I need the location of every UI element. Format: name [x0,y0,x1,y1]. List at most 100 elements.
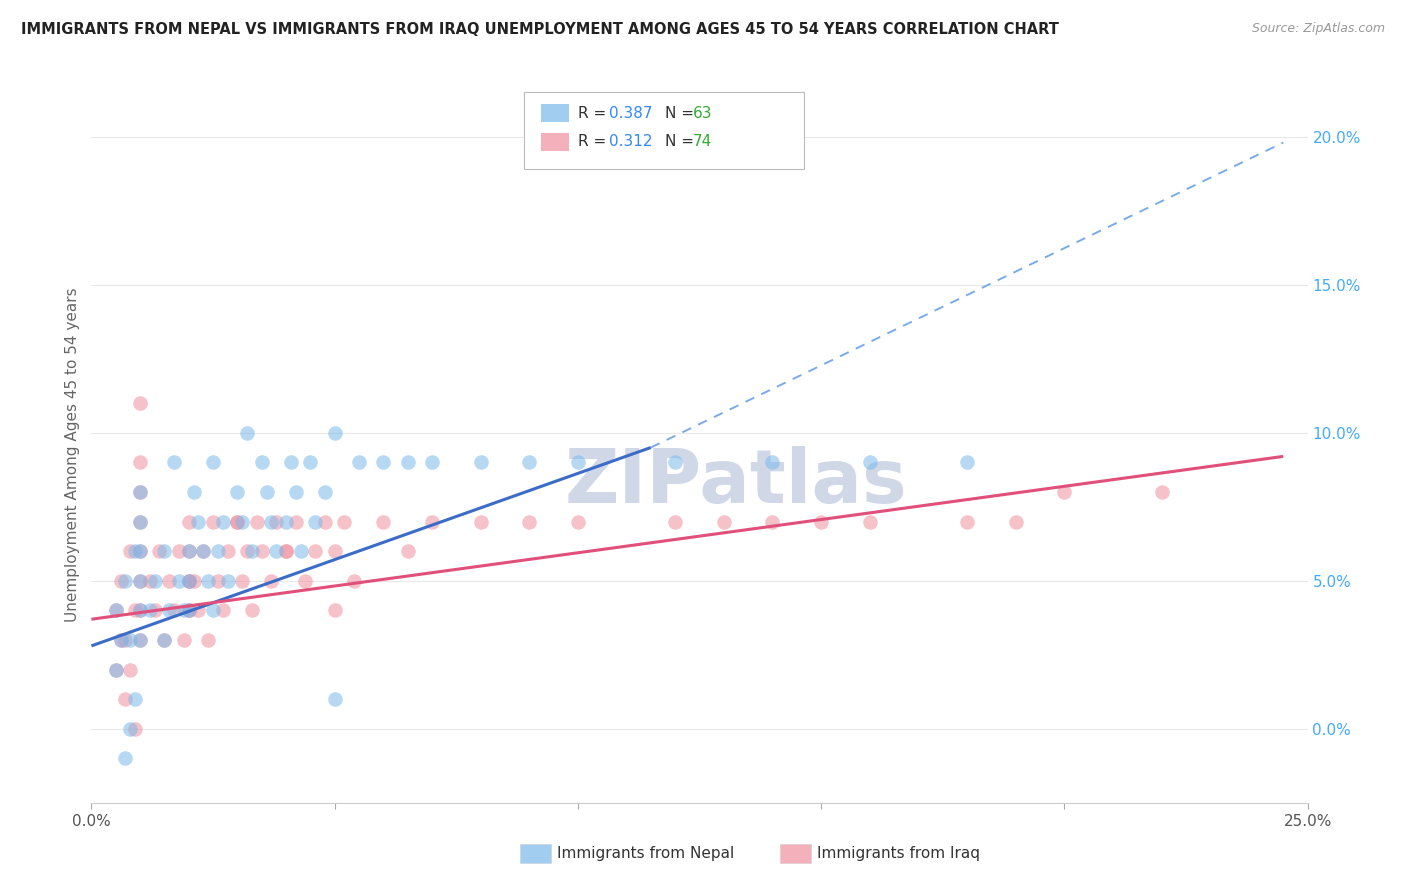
Point [124,544,146,558]
Text: 0.312: 0.312 [609,135,652,149]
Point [148,544,170,558]
Point [761,515,783,529]
Point [231,574,253,588]
Point [323,692,346,706]
Point [120,544,142,558]
Point [120,722,142,736]
Text: 63: 63 [693,106,713,120]
Point [153,632,176,647]
Point [104,603,127,617]
Point [859,455,882,469]
Point [129,515,152,529]
Point [304,544,326,558]
Point [157,603,180,617]
Point [177,603,200,617]
Point [284,515,307,529]
Point [129,515,152,529]
Point [226,484,249,499]
Point [304,515,326,529]
Point [139,603,162,617]
Point [104,663,127,677]
Point [143,603,166,617]
Point [713,515,735,529]
Point [129,574,152,588]
Point [129,484,152,499]
Point [163,603,186,617]
Point [153,632,176,647]
Point [470,455,492,469]
Point [129,603,152,617]
Point [236,544,259,558]
Point [110,574,132,588]
Point [129,455,152,469]
Point [193,544,215,558]
Point [256,484,278,499]
Point [129,396,152,410]
Point [343,574,366,588]
Point [274,544,297,558]
Point [129,484,152,499]
Point [250,544,273,558]
Point [211,603,233,617]
Point [202,515,225,529]
Point [187,603,209,617]
Point [157,574,180,588]
Point [104,603,127,617]
Point [173,632,195,647]
Point [124,722,146,736]
Point [197,574,219,588]
Point [396,455,419,469]
Point [240,544,263,558]
Point [314,515,336,529]
Point [567,455,589,469]
Point [517,455,540,469]
Point [129,632,152,647]
Point [373,455,395,469]
Point [956,515,979,529]
Point [274,515,297,529]
Text: Source: ZipAtlas.com: Source: ZipAtlas.com [1251,22,1385,36]
Text: 0.387: 0.387 [609,106,652,120]
Text: N =: N = [665,106,699,120]
Point [373,515,395,529]
Point [120,663,142,677]
Point [120,632,142,647]
Point [183,574,205,588]
Point [177,544,200,558]
Point [226,515,249,529]
Point [246,515,269,529]
Point [280,455,302,469]
Point [420,455,443,469]
Point [226,515,249,529]
Point [299,455,322,469]
Point [859,515,882,529]
Point [114,751,136,765]
Point [177,603,200,617]
Point [129,603,152,617]
Point [110,632,132,647]
Point [177,515,200,529]
Point [177,574,200,588]
Point [207,574,229,588]
Point [110,632,132,647]
Point [129,544,152,558]
Point [177,574,200,588]
Point [810,515,832,529]
Point [323,544,346,558]
Point [420,515,443,529]
Point [139,574,162,588]
Point [396,544,419,558]
Point [264,544,287,558]
Point [187,515,209,529]
Point [129,544,152,558]
Point [177,544,200,558]
Point [217,544,239,558]
Point [193,544,215,558]
Point [567,515,589,529]
Point [240,603,263,617]
Point [664,455,686,469]
Point [114,632,136,647]
Point [1150,484,1173,499]
Point [250,455,273,469]
Point [153,544,176,558]
